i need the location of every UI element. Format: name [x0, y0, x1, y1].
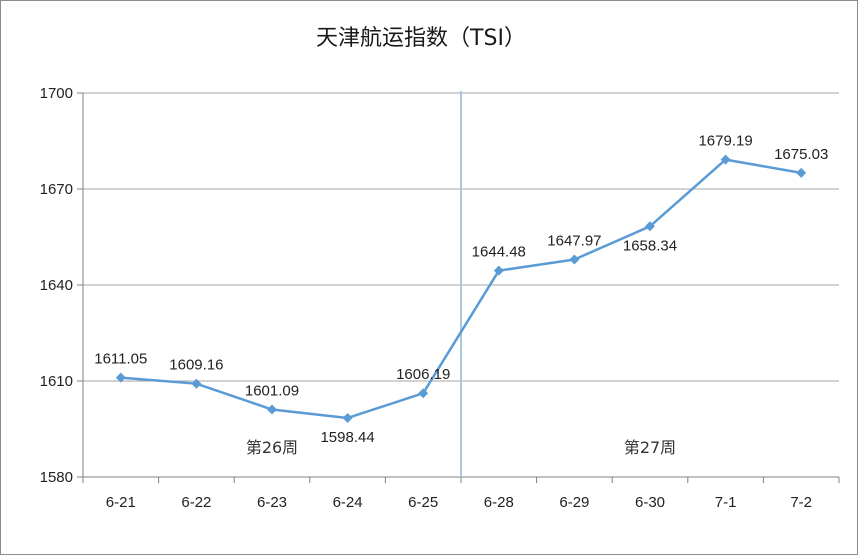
x-tick-label: 7-2 [790, 494, 812, 511]
week-26-annotation: 第26周 [246, 438, 298, 457]
y-axis: 1580 1610 1640 1670 1700 [40, 85, 84, 486]
data-label: 1679.19 [698, 133, 752, 150]
x-tick-label: 6-29 [559, 494, 589, 511]
series-line [115, 154, 807, 423]
y-tick-label: 1640 [40, 277, 73, 294]
data-label: 1647.97 [547, 232, 601, 249]
series-polyline [120, 158, 802, 420]
data-label: 1606.19 [396, 366, 450, 383]
data-point-marker [720, 154, 731, 165]
data-point-marker [342, 412, 353, 423]
data-point-marker [191, 378, 202, 389]
y-tick-label: 1580 [40, 469, 73, 486]
data-label: 1644.48 [472, 244, 526, 261]
y-tick-label: 1700 [40, 85, 73, 102]
data-label: 1611.05 [94, 351, 147, 368]
x-tick-label: 6-30 [635, 494, 665, 511]
x-tick-label: 6-24 [333, 494, 363, 511]
x-tick-label: 6-21 [106, 494, 136, 511]
data-point-marker [645, 221, 655, 232]
x-tick-label: 6-28 [484, 494, 514, 511]
data-label: 1601.09 [245, 383, 299, 400]
x-tick-label: 7-1 [715, 494, 737, 511]
data-point-marker [796, 167, 807, 178]
y-tick-label: 1670 [40, 181, 73, 198]
data-label: 1658.34 [623, 237, 677, 254]
data-labels: 1611.05 1609.16 1601.09 1598.44 1606.19 1644.… [94, 133, 828, 446]
data-point-marker [493, 265, 504, 276]
y-tick-label: 1610 [40, 373, 73, 390]
data-label: 1609.16 [169, 357, 223, 374]
x-tick-label: 6-25 [408, 494, 438, 511]
data-point-marker [267, 404, 277, 415]
data-point-marker [115, 372, 126, 383]
data-point-marker [418, 388, 429, 399]
data-point-marker [569, 254, 580, 265]
data-label: 1675.03 [774, 146, 828, 163]
x-axis: 6-21 6-22 6-23 6-24 6-25 6-28 6-29 6-30 7-1 7-2 [82, 476, 840, 511]
x-tick-label: 6-22 [181, 494, 211, 511]
week-27-annotation: 第27周 [624, 438, 676, 457]
data-label: 1598.44 [320, 429, 374, 446]
x-tick-label: 6-23 [257, 494, 287, 511]
chart-title: 天津航运指数（TSI） [316, 26, 526, 51]
